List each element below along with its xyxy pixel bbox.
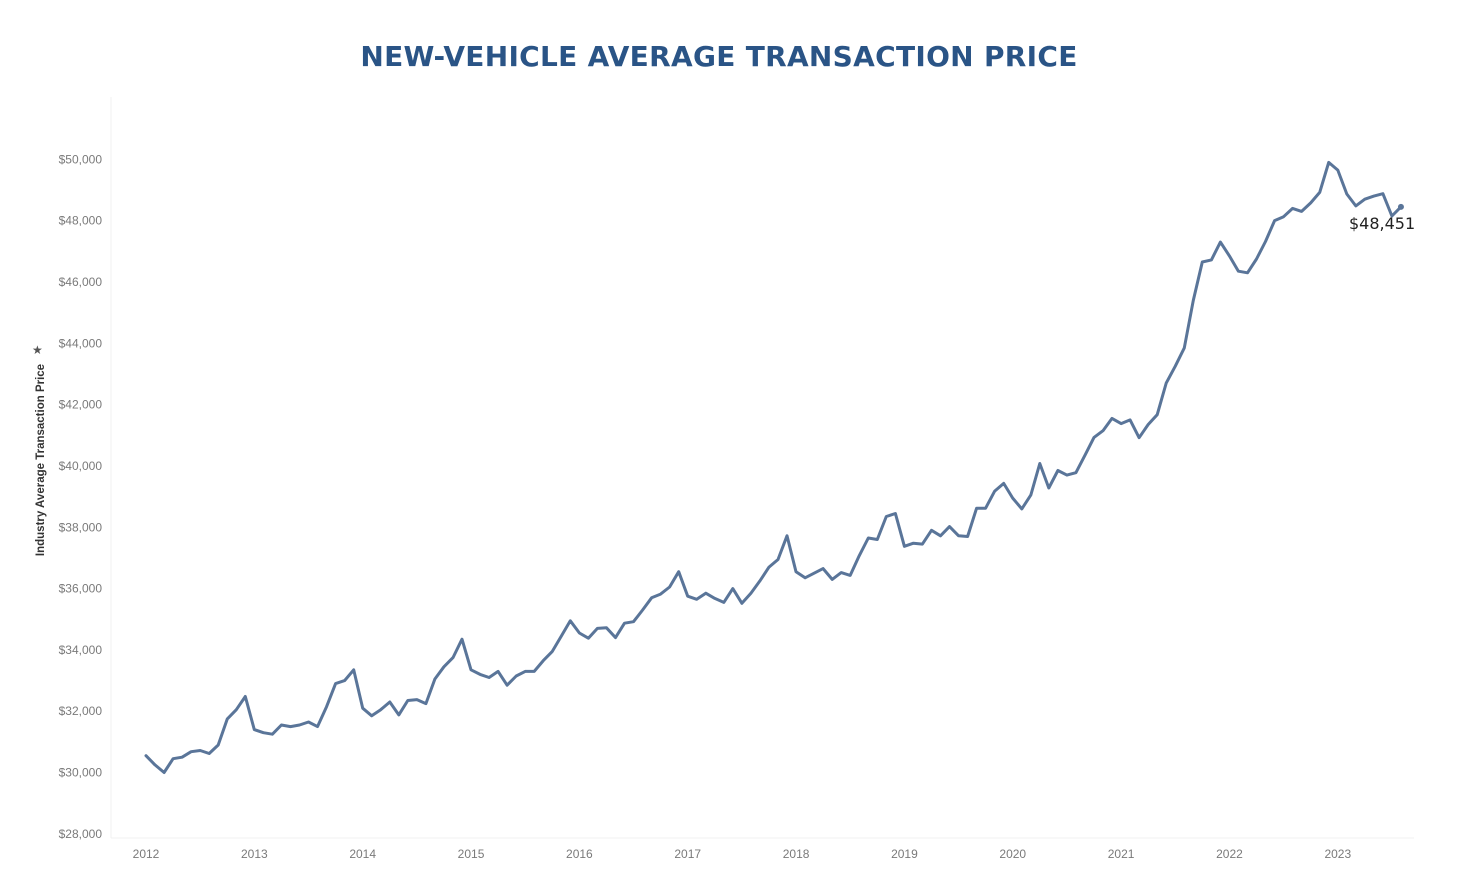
y-tick-label: $50,000	[59, 152, 103, 166]
x-tick-label: 2023	[1324, 847, 1351, 861]
y-tick-label: $36,000	[59, 582, 103, 596]
x-tick-label: 2018	[783, 847, 810, 861]
end-point-marker[interactable]	[1397, 203, 1404, 210]
x-tick-labels: 2012 2013 2014 2015 2016 2017 2018 2019 2020 2021…	[133, 847, 1352, 861]
y-tick-label: $40,000	[59, 459, 103, 473]
x-tick-label: 2014	[349, 847, 376, 861]
x-tick-label: 2016	[566, 847, 593, 861]
y-tick-label: $46,000	[59, 275, 103, 289]
end-label-layer: $48,451	[1349, 214, 1415, 233]
axis-lines	[110, 97, 1414, 839]
x-tick-label: 2012	[133, 847, 160, 861]
y-tick-label: $34,000	[59, 643, 103, 657]
y-tick-label: $30,000	[59, 766, 103, 780]
chart-title: NEW-VEHICLE AVERAGE TRANSACTION PRICE	[360, 40, 1078, 73]
y-tick-labels: $28,000 $30,000 $32,000 $34,000 $36,000 $38,0…	[59, 152, 103, 841]
y-tick-label: $28,000	[59, 827, 103, 841]
y-tick-label: $48,000	[59, 214, 103, 228]
x-tick-label: 2013	[241, 847, 268, 861]
x-tick-label: 2015	[458, 847, 485, 861]
x-tick-label: 2022	[1216, 847, 1243, 861]
end-value-label: $48,451	[1349, 214, 1415, 233]
x-tick-label: 2021	[1108, 847, 1135, 861]
x-tick-label: 2017	[674, 847, 701, 861]
y-tick-label: $44,000	[59, 336, 103, 350]
series-line[interactable]	[144, 160, 1403, 774]
x-tick-label: 2019	[891, 847, 918, 861]
series-layer	[144, 160, 1404, 774]
y-tick-label: $38,000	[59, 520, 103, 534]
x-tick-label: 2020	[999, 847, 1026, 861]
y-tick-label: $32,000	[59, 704, 103, 718]
y-tick-label: $42,000	[59, 398, 103, 412]
sort-icon[interactable]: ★	[32, 343, 43, 357]
